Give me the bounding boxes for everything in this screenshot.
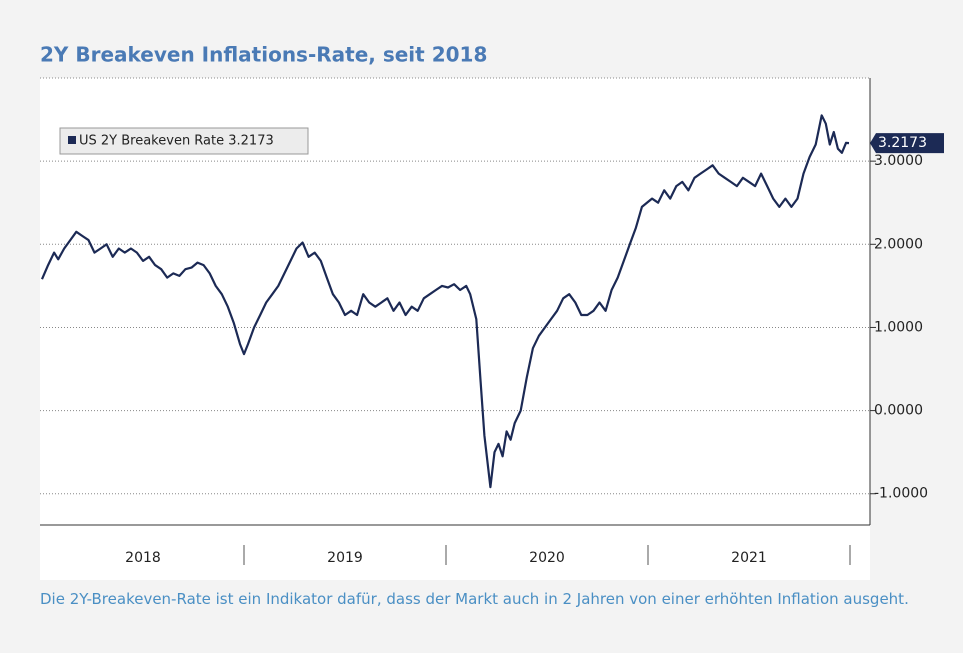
x-tick-label: 2021 (731, 550, 767, 566)
y-tick-label: 0.0000 (874, 403, 923, 419)
legend-box (59, 127, 309, 155)
legend-label: US 2Y Breakeven Rate 3.2173 (79, 134, 274, 149)
last-value-tag (870, 133, 944, 154)
caption: Die 2Y-Breakeven-Rate ist ein Indikator … (40, 590, 909, 608)
series-line (40, 114, 850, 489)
y-tick-label: 1.0000 (874, 319, 923, 335)
x-axis-area (40, 525, 870, 580)
x-tick-label: 2020 (529, 550, 565, 566)
y-tick-label: 3.0000 (874, 153, 923, 169)
legend-swatch (68, 136, 76, 144)
chart-title: 2Y Breakeven Inflations-Rate, seit 2018 (40, 43, 487, 67)
x-tick-label: 2019 (327, 550, 363, 566)
y-tick-label: -1.0000 (874, 486, 928, 502)
x-tick-label: 2018 (125, 550, 161, 566)
y-tick-label: 2.0000 (874, 236, 923, 252)
last-value-label: 3.2173 (878, 135, 927, 151)
chart: 2Y Breakeven Inflations-Rate, seit 2018 … (40, 43, 944, 580)
